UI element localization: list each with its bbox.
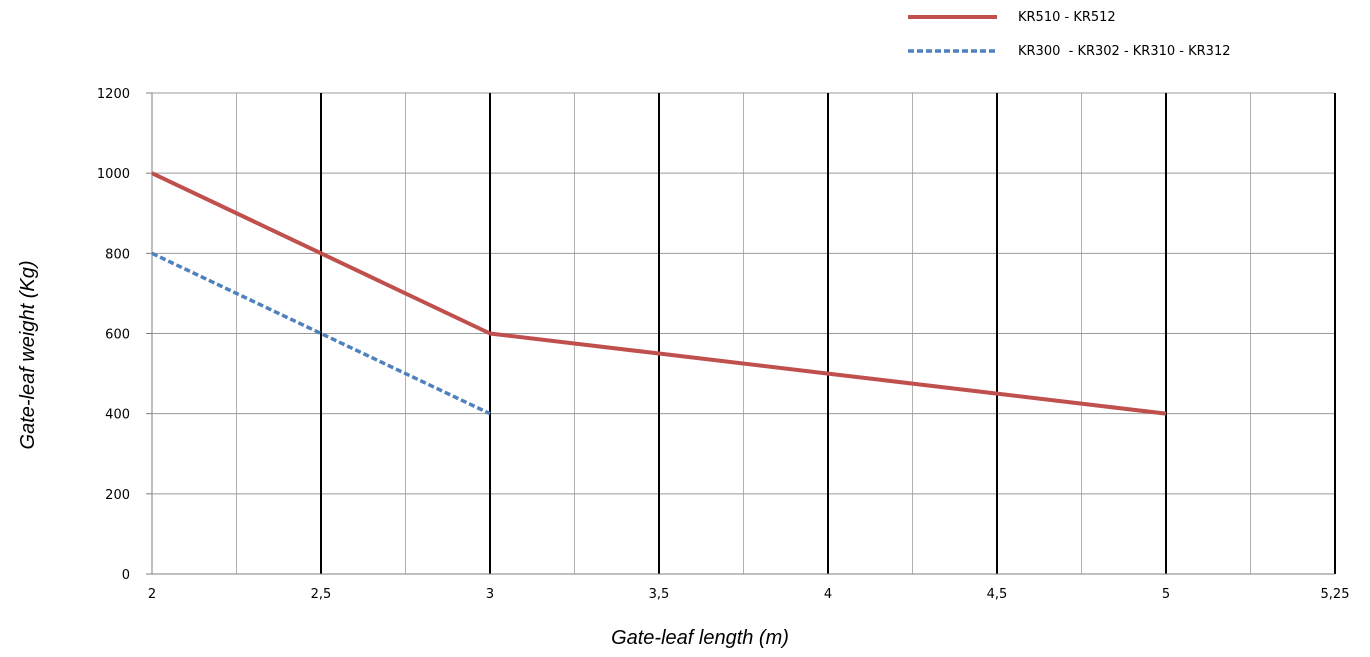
y-tick-label: 200: [105, 488, 130, 503]
y-tick-labels: 0 200 400 600 800 1000 1200: [97, 87, 130, 583]
x-tick-label: 2: [148, 587, 156, 602]
grid: [152, 92, 1336, 574]
y-tick-label: 0: [122, 568, 130, 583]
legend-label: KR300 - KR302 - KR310 - KR312: [1018, 44, 1230, 59]
x-tick-label: 4,5: [987, 587, 1008, 602]
x-tick-label: 3,5: [649, 587, 670, 602]
y-axis-title: Gate-leaf weight (Kg): [17, 261, 39, 450]
y-tick-label: 400: [105, 408, 130, 423]
y-tick-label: 800: [105, 247, 130, 262]
y-tick-label: 600: [105, 328, 130, 343]
x-tick-label: 5: [1162, 587, 1170, 602]
x-tick-label: 4: [824, 587, 832, 602]
x-tick-label: 3: [486, 587, 494, 602]
legend: KR510 - KR512 KR300 - KR302 - KR310 - KR3…: [908, 10, 1230, 59]
x-tick-labels: 2 2,5 3 3,5 4 4,5 5 5,25: [148, 587, 1350, 602]
series-line: [151, 171, 1167, 416]
series-lines: [151, 171, 1167, 416]
x-tick-label: 5,25: [1321, 587, 1350, 602]
series-line: [151, 251, 491, 416]
y-tick-label: 1000: [97, 167, 130, 182]
x-axis-title: Gate-leaf length (m): [611, 627, 789, 649]
legend-label: KR510 - KR512: [1018, 10, 1116, 25]
y-tick-label: 1200: [97, 87, 130, 102]
x-tick-label: 2,5: [311, 587, 332, 602]
